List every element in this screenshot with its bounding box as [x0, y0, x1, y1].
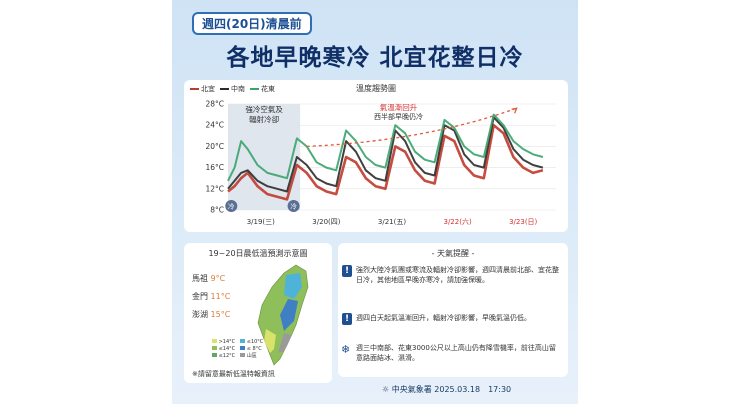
- cold-air-annotation-2: 輻射冷卻: [249, 114, 279, 124]
- map-title: 19~20日晨低溫預測示意圖: [208, 249, 308, 258]
- warming-sub-annotation: 西半部早晚仍冷: [374, 112, 423, 121]
- legend-item-north: 北宜: [190, 84, 215, 94]
- warning-icon: !: [342, 313, 352, 325]
- arrow-head-icon: [511, 107, 518, 114]
- warning-icon: !: [342, 265, 352, 277]
- notice-item-1: 強烈大陸冷氣團或寒流及輻射冷卻影響，週四清晨前北部、宜花整日冷，其他地區早晚亦寒…: [356, 266, 559, 284]
- cold-badge-label: 冷: [228, 202, 235, 211]
- low-temp-map-panel: 19~20日晨低溫預測示意圖 馬祖 9°C 金門 11°C 澎湖 15°C >1…: [184, 243, 332, 383]
- x-tick-label: 3/23(日): [509, 218, 537, 226]
- notice-item-2: 週四白天起氣溫漸回升，輻射冷卻影響，早晚氣溫仍低。: [356, 314, 531, 322]
- y-tick-label: 24°C: [205, 121, 224, 130]
- temperature-chart: 8°C 12°C 16°C 20°C 24°C 28°C 3/19(三) 3/20(四) 3/2…: [205, 100, 556, 226]
- y-tick-label: 12°C: [205, 184, 224, 193]
- series-line-0: [227, 123, 544, 201]
- y-tick-label: 16°C: [205, 163, 224, 172]
- x-tick-label: 3/22(六): [444, 217, 472, 226]
- cold-badge-0: [225, 200, 238, 212]
- agency-logo-icon: ☼: [382, 385, 390, 394]
- snowflake-icon: ❄: [341, 343, 351, 356]
- y-tick-label: 8°C: [210, 206, 224, 215]
- island-kinmen: 金門 11°C: [192, 292, 231, 301]
- series-line-1: [227, 116, 544, 193]
- cold-badge-1: [287, 200, 300, 212]
- cold-air-annotation: 強冷空氣及: [245, 104, 283, 114]
- island-penghu: 澎湖 15°C: [192, 310, 231, 319]
- date-label: 週四(20日)清晨前: [192, 12, 312, 35]
- x-tick-label: 3/21(五): [378, 218, 406, 226]
- map-note: ※請留意最新低溫特報資訊: [192, 370, 275, 378]
- temperature-chart-panel: 北宜 中南 花東 溫度趨勢圖 8°C 12°C 16°C 20°C 24°C 28°C 3/…: [184, 80, 568, 232]
- legend-item-central-south: 中南: [220, 84, 245, 94]
- weather-notice-panel: - 天氣提醒 - ! 強烈大陸冷氣團或寒流及輻射冷卻影響，週四清晨前北部、宜花整…: [338, 243, 568, 377]
- x-tick-label: 3/19(三): [247, 218, 275, 226]
- issue-timestamp: 2025.03.18 17:30: [434, 385, 512, 394]
- x-tick-label: 3/20(四): [312, 218, 340, 226]
- footer: ☼ 中央氣象署 2025.03.18 17:30: [382, 384, 511, 395]
- cold-badge-label: 冷: [290, 202, 297, 211]
- agency-name: 中央氣象署: [391, 385, 432, 394]
- weather-card: 週四(20日)清晨前 各地早晚寒冷 北宜花整日冷 北宜 中南 花東 溫度趨勢圖 …: [172, 0, 578, 404]
- y-tick-label: 28°C: [205, 100, 224, 109]
- map-legend: >14°C ≤10°C ≤14°C ≤ 8°C ≤12°C 山區: [212, 339, 263, 360]
- notice-item-3: 週三中南部、花東3000公尺以上高山仍有降雪機率，前往高山留意路面結冰、濕滑。: [356, 344, 556, 362]
- chart-legend: 北宜 中南 花東: [190, 84, 275, 94]
- y-tick-label: 20°C: [205, 142, 224, 151]
- warming-annotation: 氣溫漸回升: [380, 102, 418, 112]
- legend-item-east: 花東: [250, 84, 275, 94]
- island-matsu: 馬祖 9°C: [192, 274, 226, 283]
- series-line-2: [227, 113, 544, 182]
- chart-title: 溫度趨勢圖: [356, 84, 396, 93]
- taiwan-map-icon: [257, 264, 309, 366]
- headline: 各地早晚寒冷 北宜花整日冷: [226, 45, 524, 71]
- notice-title: - 天氣提醒 -: [431, 249, 475, 258]
